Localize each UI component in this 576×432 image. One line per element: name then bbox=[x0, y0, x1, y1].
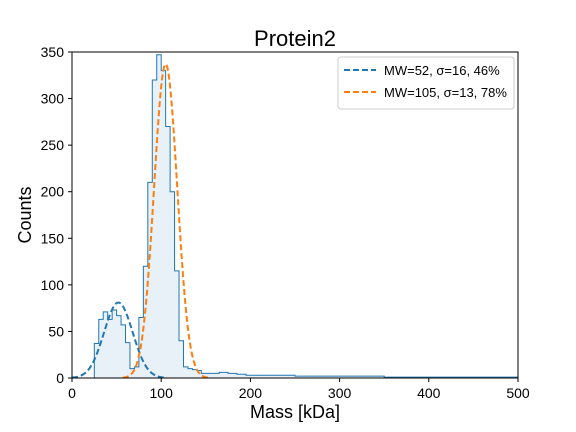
legend-label-2: MW=105, σ=13, 78% bbox=[384, 85, 507, 100]
y-tick-label: 100 bbox=[41, 277, 65, 293]
x-tick-label: 300 bbox=[328, 385, 352, 401]
x-tick-label: 200 bbox=[239, 385, 263, 401]
legend: MW=52, σ=16, 46% MW=105, σ=13, 78% bbox=[337, 56, 515, 110]
legend-box bbox=[337, 56, 515, 110]
legend-label-1: MW=52, σ=16, 46% bbox=[384, 63, 500, 78]
x-tick-label: 400 bbox=[417, 385, 441, 401]
y-tick-label: 0 bbox=[56, 370, 64, 386]
x-axis-ticks: 0 100 200 300 400 500 bbox=[68, 378, 530, 401]
plot-area bbox=[71, 54, 519, 379]
fit-curve-1 bbox=[71, 301, 166, 379]
plot-frame bbox=[71, 51, 519, 379]
y-tick-label: 50 bbox=[48, 323, 64, 339]
y-tick-label: 150 bbox=[41, 230, 65, 246]
x-tick-label: 0 bbox=[68, 385, 76, 401]
x-tick-label: 100 bbox=[150, 385, 174, 401]
y-tick-label: 350 bbox=[41, 44, 65, 60]
histogram-outline bbox=[93, 54, 519, 378]
y-axis-ticks: 0 50 100 150 200 250 300 350 bbox=[41, 44, 72, 386]
x-axis-label: Mass [kDa] bbox=[250, 402, 340, 422]
chart-title: Protein2 bbox=[254, 26, 336, 51]
fit-curve-2 bbox=[122, 62, 209, 379]
y-axis-label: Counts bbox=[15, 186, 35, 243]
x-tick-label: 500 bbox=[506, 385, 530, 401]
y-tick-label: 200 bbox=[41, 184, 65, 200]
y-tick-label: 300 bbox=[41, 91, 65, 107]
y-tick-label: 250 bbox=[41, 137, 65, 153]
